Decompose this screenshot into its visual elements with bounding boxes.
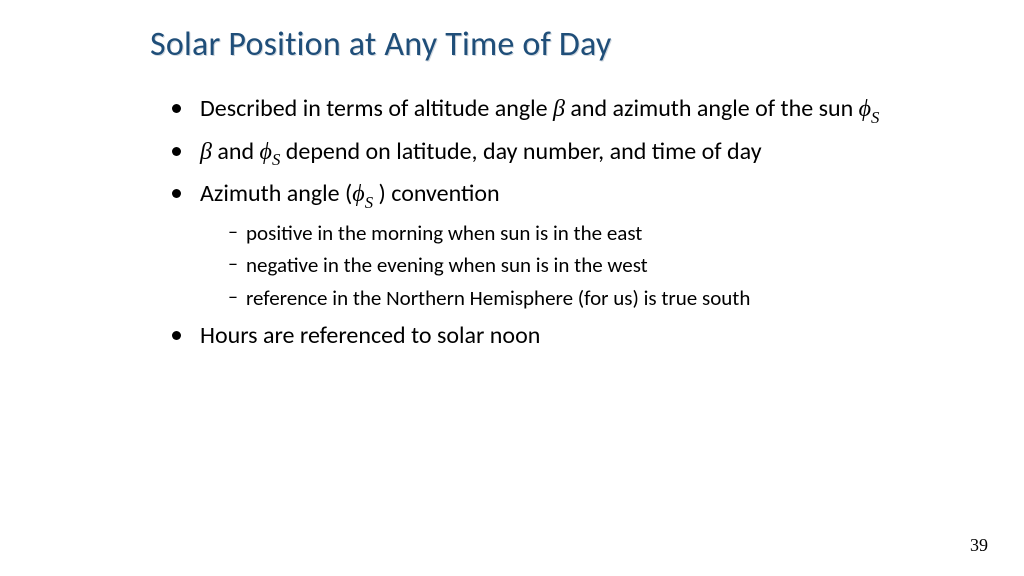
sub-bullet-item: negative in the evening when sun is in t… [228,251,960,279]
text-fragment: Azimuth angle ( [200,179,352,208]
text-fragment: and azimuth angle of the sun [565,94,859,123]
text-fragment: depend on latitude, day number, and time… [280,137,761,166]
sub-bullet-item: positive in the morning when sun is in t… [228,219,960,247]
symbol-phi: ϕ [352,181,364,207]
bullet-item: β and ϕS depend on latitude, day number,… [178,136,960,171]
symbol-subscript-s: S [272,150,280,169]
slide-container: Solar Position at Any Time of Day Descri… [0,0,1024,576]
slide-title: Solar Position at Any Time of Day [150,24,960,65]
bullet-list: Described in terms of altitude angle β a… [150,93,960,351]
page-number: 39 [970,535,988,556]
sub-bullet-list: positive in the morning when sun is in t… [200,219,960,312]
symbol-beta: β [200,139,212,165]
symbol-beta: β [553,96,565,122]
text-fragment: ) convention [373,179,500,208]
symbol-phi: ϕ [260,139,272,165]
bullet-item: Azimuth angle (ϕS ) convention positive … [178,178,960,312]
sub-bullet-item: reference in the Northern Hemisphere (fo… [228,284,960,312]
symbol-subscript-s: S [871,108,879,127]
symbol-subscript-s: S [365,193,373,212]
symbol-phi: ϕ [859,96,871,122]
bullet-item: Hours are referenced to solar noon [178,320,960,351]
text-fragment: and [212,137,260,166]
bullet-item: Described in terms of altitude angle β a… [178,93,960,128]
text-fragment: Described in terms of altitude angle [200,94,553,123]
